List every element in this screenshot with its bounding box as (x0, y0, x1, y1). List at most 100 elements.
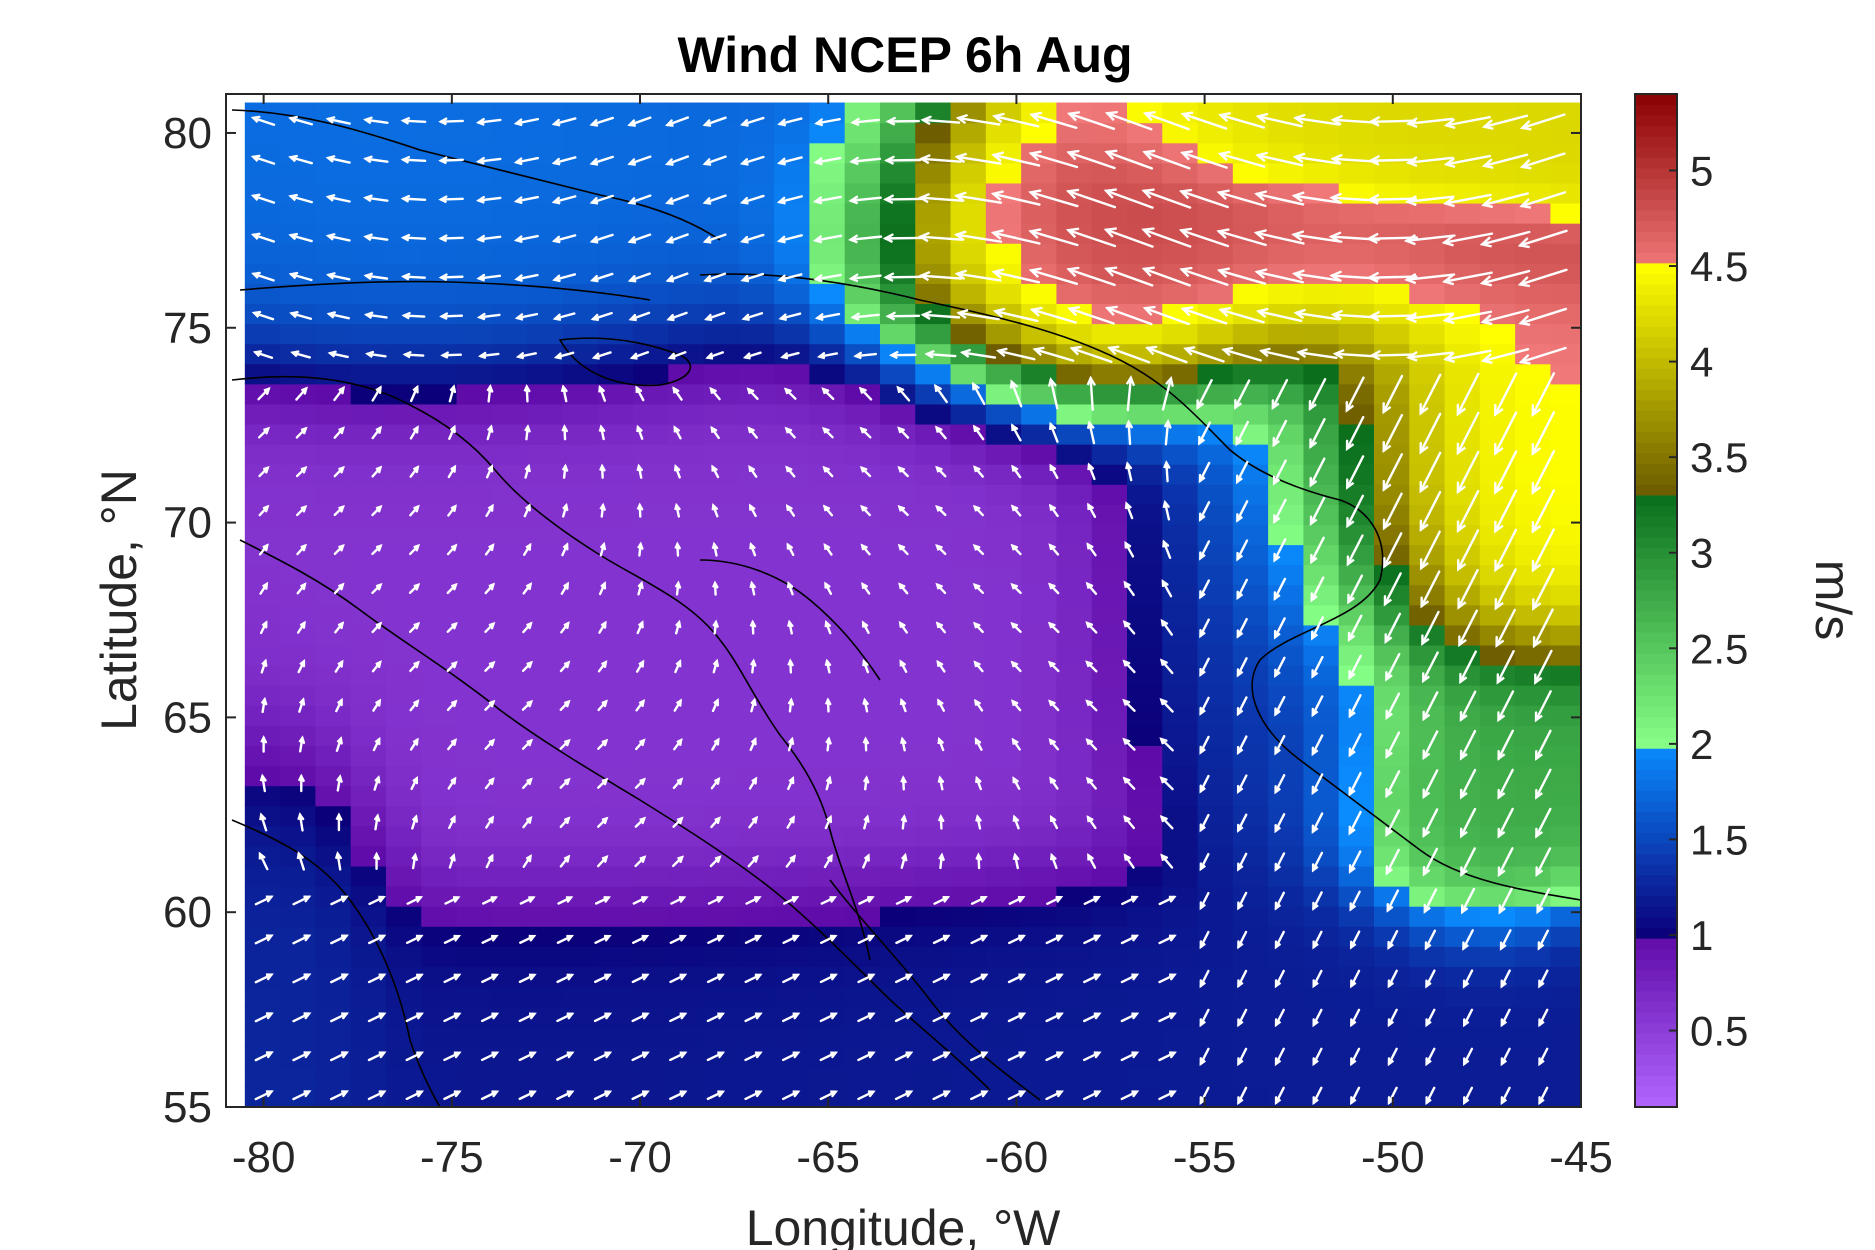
wind-arrow (706, 351, 725, 359)
heat-cell (1021, 524, 1058, 546)
colorbar-band (1635, 547, 1677, 559)
heat-cell (632, 484, 669, 505)
heat-cell (562, 604, 599, 626)
wind-arrow (703, 155, 727, 166)
heat-cell (915, 122, 952, 144)
wind-arrow-head (438, 156, 448, 165)
heat-cell (985, 745, 1022, 767)
wind-arrow-head (1497, 788, 1506, 800)
heat-cell (950, 725, 987, 746)
heat-cell (456, 845, 493, 867)
heat-cell (1550, 444, 1581, 465)
heat-cell (950, 665, 987, 686)
wind-arrow (1068, 307, 1115, 325)
heat-cell (1303, 464, 1340, 485)
heat-cell (703, 604, 740, 626)
heat-cell (1409, 644, 1446, 666)
wind-arrow-head (1160, 618, 1169, 627)
wind-arrow (1521, 152, 1566, 169)
wind-arrow-head (792, 1012, 801, 1020)
wind-arrow-head (1199, 940, 1206, 950)
heat-cell (1338, 986, 1375, 1008)
wind-arrow-head (1010, 660, 1019, 668)
wind-arrow (1500, 969, 1511, 988)
heat-cell (1303, 946, 1340, 967)
heat-cell (1197, 926, 1234, 947)
wind-arrow-head (627, 275, 637, 283)
heat-cell (597, 665, 634, 686)
heat-cell (668, 403, 705, 425)
heat-cell (1268, 363, 1305, 385)
wind-arrow-head (1011, 464, 1019, 472)
heat-cell (1021, 886, 1058, 907)
wind-arrow-head (1494, 520, 1504, 534)
heat-cell (1303, 685, 1340, 706)
wind-arrow-head (717, 1012, 726, 1020)
wind-arrow-head (980, 973, 989, 981)
wind-arrow-head (676, 777, 684, 786)
wind-arrow (1481, 269, 1531, 285)
heat-cell (1444, 584, 1481, 606)
wind-arrow-head (862, 736, 870, 745)
wind-arrow (781, 1051, 800, 1062)
heat-cell (562, 122, 599, 144)
heat-cell (1162, 725, 1199, 746)
wind-arrow-head (1067, 306, 1081, 317)
wind-arrow (1142, 189, 1192, 209)
heat-cell (350, 202, 387, 224)
heat-cell (527, 263, 563, 284)
colorbar-band (1635, 442, 1677, 454)
heat-cell (1479, 504, 1516, 526)
heat-cell (879, 906, 916, 927)
wind-arrow-head (740, 119, 749, 127)
heat-cell (915, 223, 952, 244)
wind-arrow-head (338, 385, 345, 395)
heat-cell (915, 102, 952, 124)
heat-cell (879, 323, 916, 345)
heat-cell (738, 825, 775, 847)
wind-arrow-head (1010, 582, 1019, 590)
heat-cell (1373, 845, 1410, 867)
heat-cell (385, 1026, 422, 1048)
heat-cell (985, 845, 1022, 867)
wind-arrow (1199, 618, 1210, 638)
heat-cell (1091, 705, 1128, 726)
wind-arrow-head (992, 112, 1005, 124)
wind-arrow-head (1291, 191, 1305, 203)
heat-cell (703, 524, 740, 546)
wind-arrow-head (859, 466, 868, 473)
wind-arrow-head (867, 1051, 876, 1059)
wind-arrow (819, 973, 837, 984)
wind-arrow (1082, 1090, 1101, 1101)
wind-arrow-head (599, 463, 606, 472)
wind-arrow (1008, 934, 1025, 945)
heat-cell (703, 765, 740, 787)
wind-arrow-head (746, 387, 755, 395)
wind-arrow (1518, 229, 1568, 247)
heat-cell (385, 685, 422, 706)
wind-arrow-head (378, 973, 387, 981)
heat-cell (315, 644, 352, 666)
heat-cell (1021, 383, 1058, 405)
heat-cell (244, 946, 281, 967)
heat-cell (562, 564, 599, 586)
wind-arrow-head (261, 620, 268, 629)
wind-arrow-head (972, 504, 981, 512)
wind-arrow (628, 194, 652, 205)
wind-arrow (367, 1012, 386, 1023)
heat-cell (1091, 283, 1128, 305)
heat-cell (632, 725, 669, 746)
heat-cell (809, 966, 846, 988)
wind-arrow (480, 1090, 499, 1101)
wind-arrow-head (263, 386, 271, 395)
wind-arrow-head (300, 466, 308, 474)
wind-arrow (778, 195, 803, 204)
heat-cell (1056, 1026, 1093, 1048)
wind-arrow-head (1311, 824, 1319, 834)
heat-cell (597, 464, 634, 485)
heat-cell (632, 765, 669, 787)
heat-cell (421, 1066, 458, 1088)
heat-cell (1550, 1026, 1581, 1048)
heat-cell (1162, 464, 1199, 485)
heat-cell (950, 705, 987, 726)
